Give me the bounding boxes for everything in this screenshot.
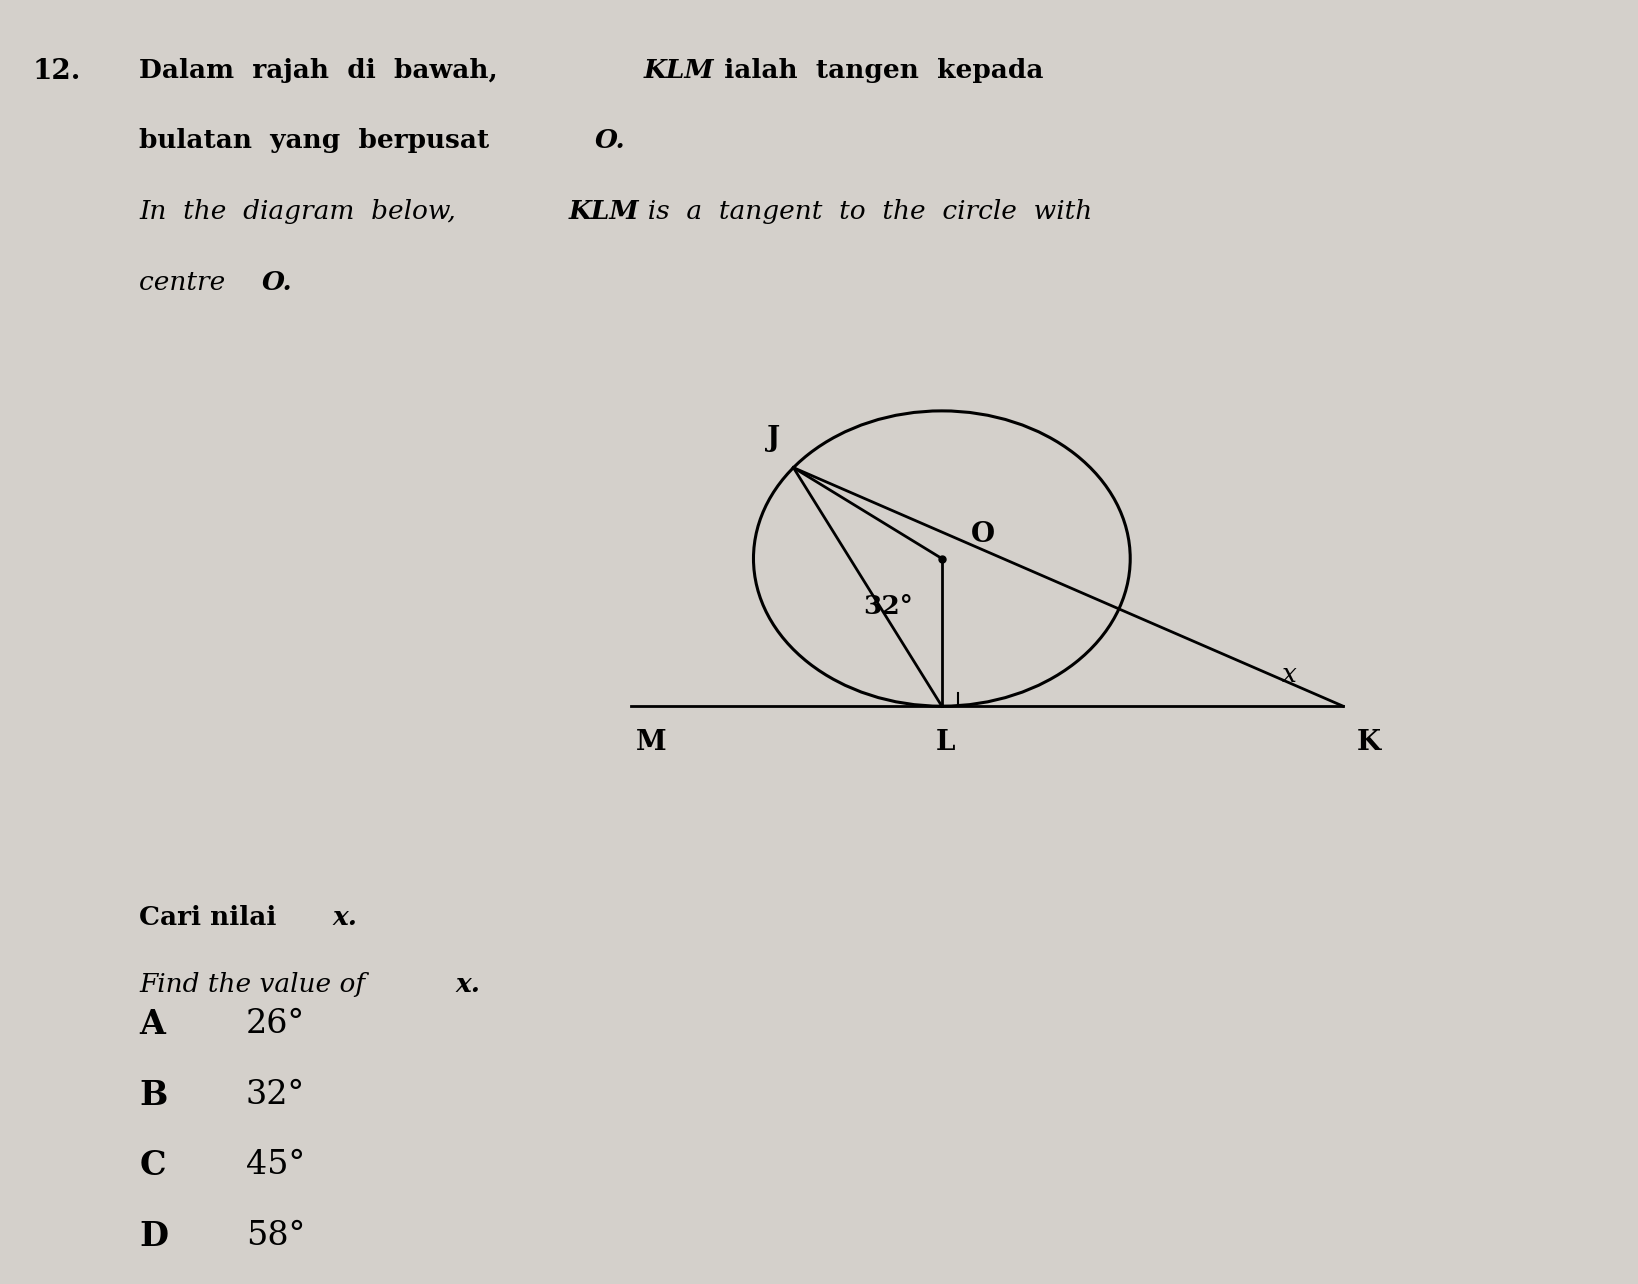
Text: 12.: 12. [33,58,82,85]
Text: KLM: KLM [644,58,714,82]
Text: In  the  diagram  below,: In the diagram below, [139,199,473,223]
Text: x.: x. [455,972,480,996]
Text: L: L [935,729,955,756]
Text: 58°: 58° [246,1220,305,1252]
Text: Dalam  rajah  di  bawah,: Dalam rajah di bawah, [139,58,516,82]
Text: K: K [1356,729,1381,756]
Text: C: C [139,1149,165,1183]
Text: bulatan  yang  berpusat: bulatan yang berpusat [139,128,508,153]
Text: J: J [767,425,780,452]
Text: A: A [139,1008,165,1041]
Text: 32°: 32° [863,594,912,619]
Text: O: O [971,521,996,548]
Text: D: D [139,1220,169,1253]
Text: O.: O. [262,270,293,294]
Text: ialah  tangen  kepada: ialah tangen kepada [706,58,1043,82]
Text: x.: x. [333,905,357,930]
Text: centre: centre [139,270,242,294]
Text: 32°: 32° [246,1079,305,1111]
Text: Cari nilai: Cari nilai [139,905,285,930]
Text: 45°: 45° [246,1149,305,1181]
Text: B: B [139,1079,167,1112]
Text: x: x [1283,663,1297,687]
Text: Find the value of: Find the value of [139,972,373,996]
Text: is  a  tangent  to  the  circle  with: is a tangent to the circle with [631,199,1093,223]
Text: O.: O. [595,128,626,153]
Text: KLM: KLM [568,199,639,223]
Text: 26°: 26° [246,1008,305,1040]
Text: M: M [636,729,667,756]
